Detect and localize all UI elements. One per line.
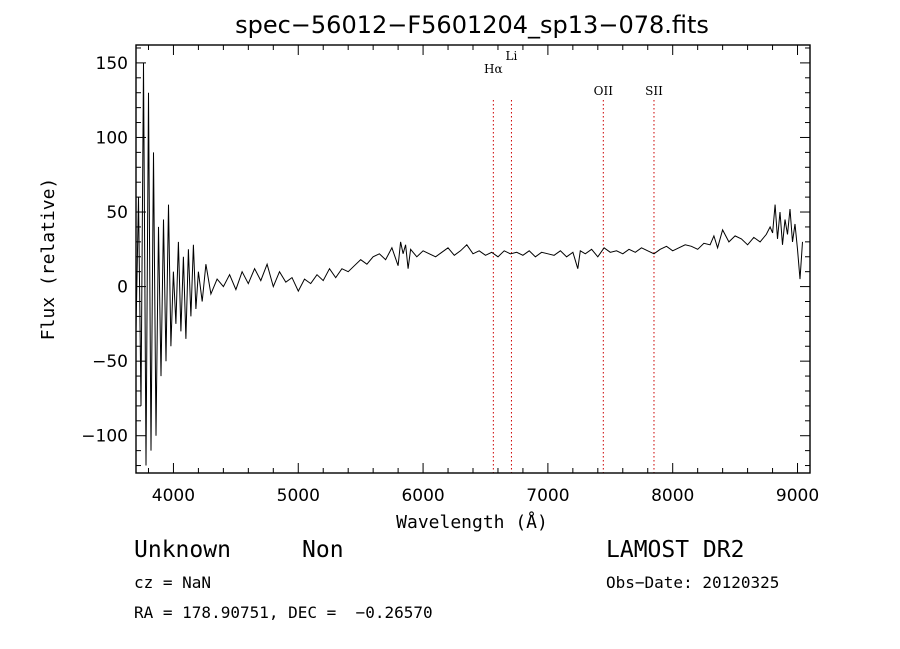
redshift-readout: cz = NaN	[134, 573, 212, 592]
obs-date: Obs−Date: 20120325	[606, 573, 780, 592]
reference-line-label: Li	[506, 49, 518, 63]
x-tick-label: 8000	[651, 486, 694, 506]
y-tick-label: −50	[92, 352, 128, 372]
y-tick-label: −100	[81, 427, 128, 447]
y-tick-label: 0	[117, 278, 128, 298]
y-tick-label: 50	[106, 203, 128, 223]
y-tick-label: 100	[96, 128, 128, 148]
reference-line-label: Hα	[484, 62, 503, 76]
plot-frame	[135, 44, 811, 474]
x-tick-label: 6000	[401, 486, 444, 506]
survey-name: LAMOST DR2	[606, 537, 745, 563]
x-tick-label: 4000	[152, 486, 195, 506]
x-tick-label: 7000	[526, 486, 569, 506]
x-tick-label: 5000	[277, 486, 320, 506]
spectrum-series-line	[136, 62, 803, 466]
reference-line-label: OII	[594, 84, 614, 98]
object-subclass: Non	[302, 537, 344, 563]
reference-line-label: SII	[645, 84, 663, 98]
object-class: Unknown	[134, 537, 231, 563]
coordinates-readout: RA = 178.90751, DEC = −0.26570	[134, 603, 433, 622]
x-tick-label: 9000	[776, 486, 819, 506]
y-axis-label: Flux (relative)	[38, 178, 59, 341]
x-axis-label: Wavelength (Å)	[396, 511, 548, 533]
y-tick-label: 150	[96, 54, 128, 74]
chart-title: spec−56012−F5601204_sp13−078.fits	[235, 11, 709, 39]
